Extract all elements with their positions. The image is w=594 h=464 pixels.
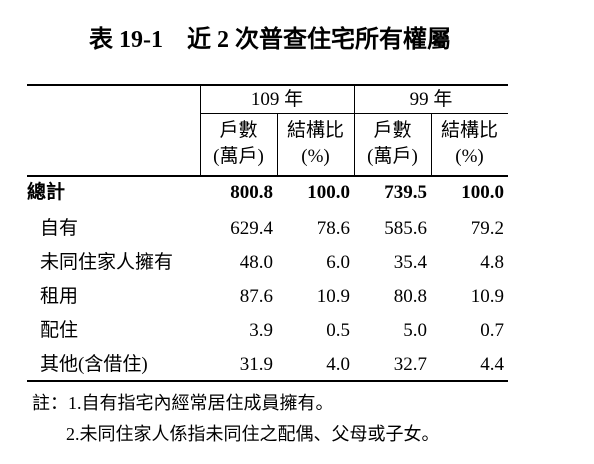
cell: 10.9 — [316, 286, 350, 307]
rule — [277, 113, 278, 176]
subheader: (萬戶) — [367, 146, 418, 167]
cell: 5.0 — [403, 320, 427, 341]
cell: 48.0 — [239, 252, 273, 273]
cell: 100.0 — [461, 182, 504, 203]
cell: 10.9 — [470, 286, 504, 307]
cell: 585.6 — [384, 218, 427, 239]
rule — [27, 175, 508, 177]
cell: 35.4 — [393, 252, 427, 273]
subheader: (%) — [301, 146, 330, 167]
title: 表 19-1 近 2 次普查住宅所有權屬 — [89, 27, 451, 53]
subheader: (萬戶) — [213, 146, 264, 167]
row-label: 未同住家人擁有 — [40, 252, 174, 273]
note: 註：1.自有指宅內經常居住成員擁有。 — [32, 393, 334, 413]
cell: 79.2 — [470, 218, 504, 239]
rule — [27, 380, 508, 382]
cell: 4.8 — [480, 252, 504, 273]
cell: 78.6 — [316, 218, 350, 239]
subheader: 戶數 — [219, 120, 258, 141]
subheader: 結構比 — [286, 120, 344, 141]
row-label: 租用 — [40, 286, 79, 307]
subheader: (%) — [455, 146, 484, 167]
subheader: 結構比 — [440, 120, 498, 141]
row-label: 配住 — [40, 320, 79, 341]
cell: 800.8 — [230, 182, 273, 203]
rule — [354, 85, 355, 176]
note: 2.未同住家人係指未同住之配偶、父母或子女。 — [66, 424, 440, 444]
group-header: 99 年 — [409, 89, 453, 110]
row-label: 其他(含借住) — [40, 354, 148, 375]
cell: 100.0 — [307, 182, 350, 203]
cell: 0.5 — [326, 320, 350, 341]
row-label: 自有 — [40, 218, 79, 239]
cell: 87.6 — [239, 286, 273, 307]
rule — [200, 85, 201, 176]
cell: 31.9 — [239, 354, 273, 375]
cell: 3.9 — [249, 320, 273, 341]
cell: 6.0 — [326, 252, 350, 273]
row-label: 總計 — [27, 182, 66, 203]
cell: 0.7 — [480, 320, 504, 341]
subheader: 戶數 — [373, 120, 412, 141]
cell: 4.0 — [326, 354, 350, 375]
cell: 629.4 — [230, 218, 273, 239]
cell: 32.7 — [393, 354, 427, 375]
cell: 739.5 — [384, 182, 427, 203]
group-header: 109 年 — [250, 89, 304, 110]
rule — [431, 113, 432, 176]
cell: 4.4 — [480, 354, 504, 375]
rule — [27, 84, 508, 86]
cell: 80.8 — [393, 286, 427, 307]
